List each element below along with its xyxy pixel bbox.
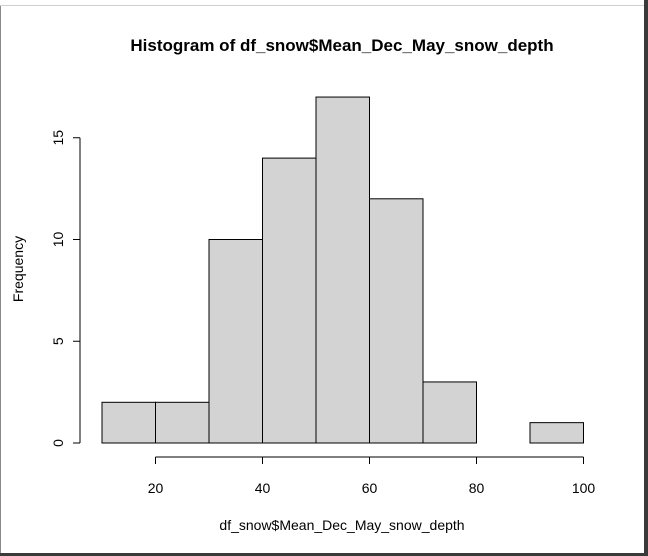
histogram-bar-2 [155, 401, 210, 444]
chart-title: Histogram of df_snow$Mean_Dec_May_snow_d… [130, 36, 553, 55]
x-tick-label: 100 [572, 480, 596, 496]
x-tick-label: 60 [362, 480, 378, 496]
x-tick-label: 20 [148, 480, 164, 496]
y-tick-label: 5 [50, 337, 66, 345]
y-axis-label: Frequency [10, 236, 26, 302]
x-axis: 20 40 60 80 100 [148, 456, 596, 496]
x-axis-label: df_snow$Mean_Dec_May_snow_depth [219, 517, 464, 533]
bars-group [101, 96, 584, 444]
window-top-strip [0, 0, 648, 6]
histogram-bar-1 [101, 401, 156, 444]
histogram-bar-4 [262, 157, 317, 444]
y-tick-label: 0 [50, 439, 66, 447]
histogram-bar-9 [529, 422, 584, 444]
histogram-bar-5 [315, 96, 370, 444]
y-axis: 0 5 10 15 [50, 130, 81, 447]
window-right-edge [644, 0, 648, 556]
x-tick-label: 40 [255, 480, 271, 496]
histogram-bar-3 [208, 239, 263, 444]
histogram-bar-6 [369, 198, 424, 444]
x-tick-label: 80 [469, 480, 485, 496]
histogram-bar-7 [422, 381, 477, 444]
y-tick-label: 10 [50, 232, 66, 248]
y-tick-label: 15 [50, 130, 66, 146]
window-bottom-edge [0, 553, 648, 556]
